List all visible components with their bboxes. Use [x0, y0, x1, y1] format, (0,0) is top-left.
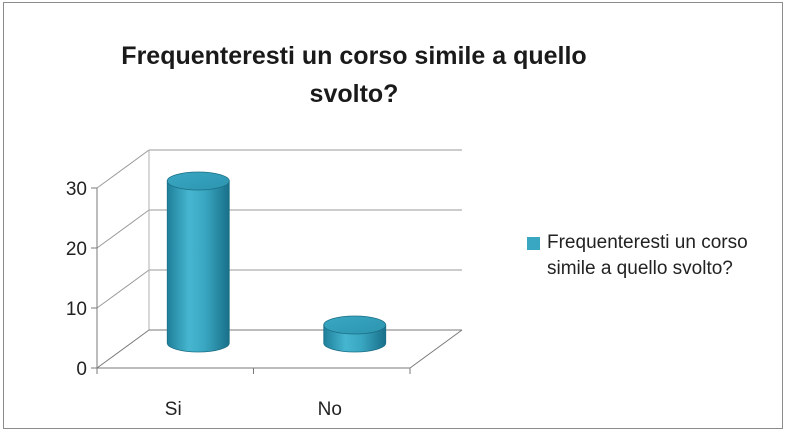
y-tick-label: 10 [66, 299, 87, 320]
y-tick-label: 30 [66, 179, 87, 200]
legend-label: Frequenteresti un corso simile a quello … [547, 232, 748, 279]
chart-title: Frequenteresti un corso simile a quello … [121, 42, 587, 108]
y-tick-label: 20 [66, 239, 87, 260]
gridline-side [96, 209, 150, 249]
gridline-side [96, 149, 150, 189]
bar-top [323, 315, 387, 335]
gridline-side [96, 269, 150, 309]
x-tick-label: No [318, 399, 342, 420]
floor-left-edge [96, 329, 150, 369]
chart-frame: Frequenteresti un corso simile a quello … [3, 2, 783, 429]
bar-no [323, 315, 387, 353]
bar-body [166, 180, 230, 353]
bar-si [166, 171, 230, 353]
y-tick-label: 0 [76, 359, 87, 380]
x-tick-label: Si [165, 399, 182, 420]
legend-swatch [527, 237, 540, 250]
bar-top [166, 171, 230, 191]
floor-right-edge [409, 329, 463, 369]
